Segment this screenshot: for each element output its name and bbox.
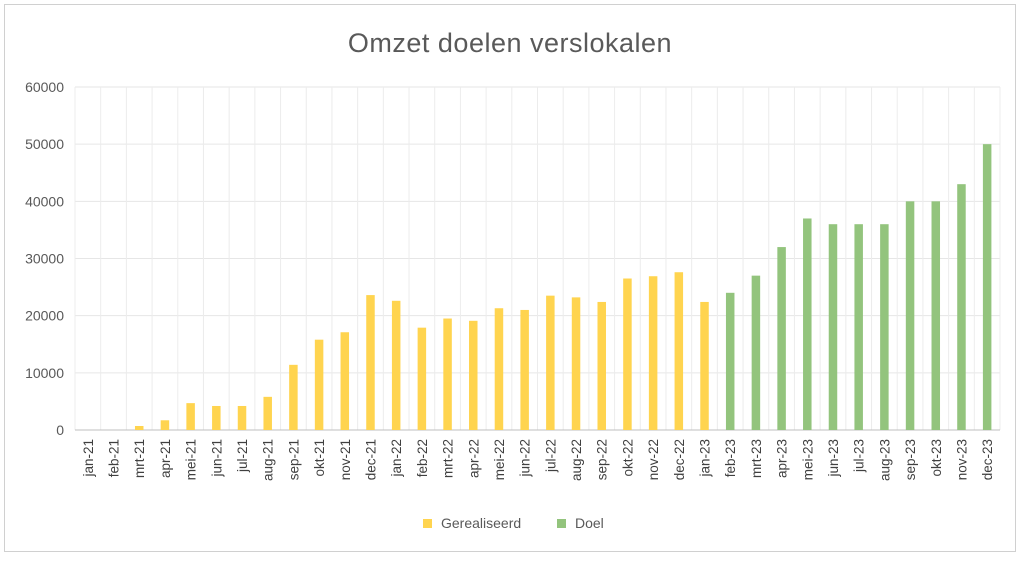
x-tick-label: nov-23 xyxy=(954,439,969,480)
bar-gerealiseerd-dec-22 xyxy=(674,272,684,430)
x-tick-label: jan-23 xyxy=(698,439,713,478)
x-tick-label: jan-21 xyxy=(81,439,96,478)
bar-gerealiseerd-apr-21 xyxy=(160,420,170,430)
x-tick-label: mei-22 xyxy=(492,439,507,480)
bar-doel-mei-23 xyxy=(803,218,812,430)
bar-gerealiseerd-nov-21 xyxy=(340,332,350,430)
bar-gerealiseerd-jan-23 xyxy=(700,301,709,430)
x-tick-label: dec-22 xyxy=(672,439,687,480)
bar-doel-sep-23 xyxy=(905,201,915,430)
bar-gerealiseerd-okt-22 xyxy=(623,278,632,430)
x-tick-label: aug-23 xyxy=(877,439,892,481)
bar-doel-aug-23 xyxy=(880,224,889,430)
bar-gerealiseerd-okt-21 xyxy=(314,339,324,430)
y-tick-label: 0 xyxy=(56,422,64,438)
bar-gerealiseerd-jun-22 xyxy=(520,309,529,430)
x-tick-label: mei-23 xyxy=(800,439,815,480)
legend-swatch-gerealiseerd xyxy=(423,519,432,528)
x-tick-label: jan-22 xyxy=(389,439,404,478)
bar-gerealiseerd-jan-22 xyxy=(391,300,401,430)
x-tick-label: okt-21 xyxy=(312,439,327,477)
x-tick-label: jul-22 xyxy=(543,439,558,473)
legend-label-gerealiseerd: Gerealiseerd xyxy=(441,515,521,531)
x-tick-label: sep-22 xyxy=(595,439,610,480)
bars xyxy=(134,144,992,430)
x-tick-label: mei-21 xyxy=(184,439,199,480)
x-tick-label: mrt-22 xyxy=(441,439,456,478)
bar-doel-dec-23 xyxy=(982,144,992,430)
x-tick-label: jun-21 xyxy=(209,439,224,478)
x-tick-label: nov-22 xyxy=(646,439,661,480)
x-tick-label: dec-21 xyxy=(363,439,378,480)
y-tick-label: 50000 xyxy=(25,136,64,152)
bar-gerealiseerd-aug-21 xyxy=(263,396,272,430)
x-tick-label: jul-21 xyxy=(235,439,250,473)
bar-gerealiseerd-jun-21 xyxy=(212,405,221,430)
bar-gerealiseerd-apr-22 xyxy=(469,320,478,430)
x-tick-label: aug-21 xyxy=(261,439,276,481)
x-tick-label: jun-22 xyxy=(518,439,533,478)
bar-doel-feb-23 xyxy=(725,292,735,430)
bar-gerealiseerd-nov-22 xyxy=(648,276,658,430)
legend-label-doel: Doel xyxy=(575,515,604,531)
bar-doel-mrt-23 xyxy=(751,275,761,430)
y-axis-ticks: 0 10000 20000 30000 40000 50000 60000 xyxy=(25,79,64,438)
x-tick-label: okt-22 xyxy=(620,439,635,477)
bar-gerealiseerd-sep-21 xyxy=(289,364,298,430)
chart-title: Omzet doelen verslokalen xyxy=(347,28,673,58)
y-tick-label: 40000 xyxy=(25,193,64,209)
bar-gerealiseerd-mrt-22 xyxy=(443,318,452,430)
gridlines xyxy=(74,86,1001,431)
x-tick-label: apr-22 xyxy=(466,439,481,478)
bar-doel-okt-23 xyxy=(931,201,941,430)
x-tick-label: mrt-23 xyxy=(749,439,764,478)
x-axis-ticks: jan-21 feb-21 mrt-21 apr-21 mei-21 jun-21 jul-… xyxy=(81,439,995,481)
bar-gerealiseerd-mei-22 xyxy=(494,308,504,430)
x-tick-label: aug-22 xyxy=(569,439,584,481)
x-tick-label: feb-23 xyxy=(723,439,738,477)
x-tick-label: nov-21 xyxy=(338,439,353,480)
legend-swatch-doel xyxy=(557,519,566,528)
legend: Gerealiseerd Doel xyxy=(423,515,604,531)
x-tick-label: sep-23 xyxy=(903,439,918,480)
y-tick-label: 30000 xyxy=(25,251,64,267)
bar-gerealiseerd-dec-21 xyxy=(366,295,375,430)
chart-frame xyxy=(4,4,1016,552)
x-tick-label: feb-22 xyxy=(415,439,430,477)
x-tick-label: sep-21 xyxy=(286,439,301,480)
x-tick-label: feb-21 xyxy=(107,439,122,477)
bar-gerealiseerd-jul-22 xyxy=(546,295,555,430)
bar-doel-jul-23 xyxy=(854,224,863,430)
y-tick-label: 60000 xyxy=(25,79,64,95)
x-tick-label: apr-21 xyxy=(158,439,173,478)
x-tick-label: jun-23 xyxy=(826,439,841,478)
bar-gerealiseerd-sep-22 xyxy=(597,301,606,430)
bar-doel-nov-23 xyxy=(957,184,966,430)
y-tick-label: 20000 xyxy=(25,308,64,324)
bar-gerealiseerd-mrt-21 xyxy=(134,425,144,430)
x-tick-label: apr-23 xyxy=(775,439,790,478)
x-tick-label: jul-23 xyxy=(852,439,867,473)
bar-gerealiseerd-aug-22 xyxy=(571,297,581,430)
bar-gerealiseerd-mei-21 xyxy=(186,403,195,430)
bar-gerealiseerd-jul-21 xyxy=(237,405,247,430)
x-tick-label: mrt-21 xyxy=(132,439,147,478)
bar-doel-jun-23 xyxy=(828,224,838,430)
x-tick-label: okt-23 xyxy=(929,439,944,477)
x-tick-label: dec-23 xyxy=(980,439,995,480)
bar-gerealiseerd-feb-22 xyxy=(417,327,427,430)
bar-doel-apr-23 xyxy=(777,247,786,430)
y-tick-label: 10000 xyxy=(25,365,64,381)
